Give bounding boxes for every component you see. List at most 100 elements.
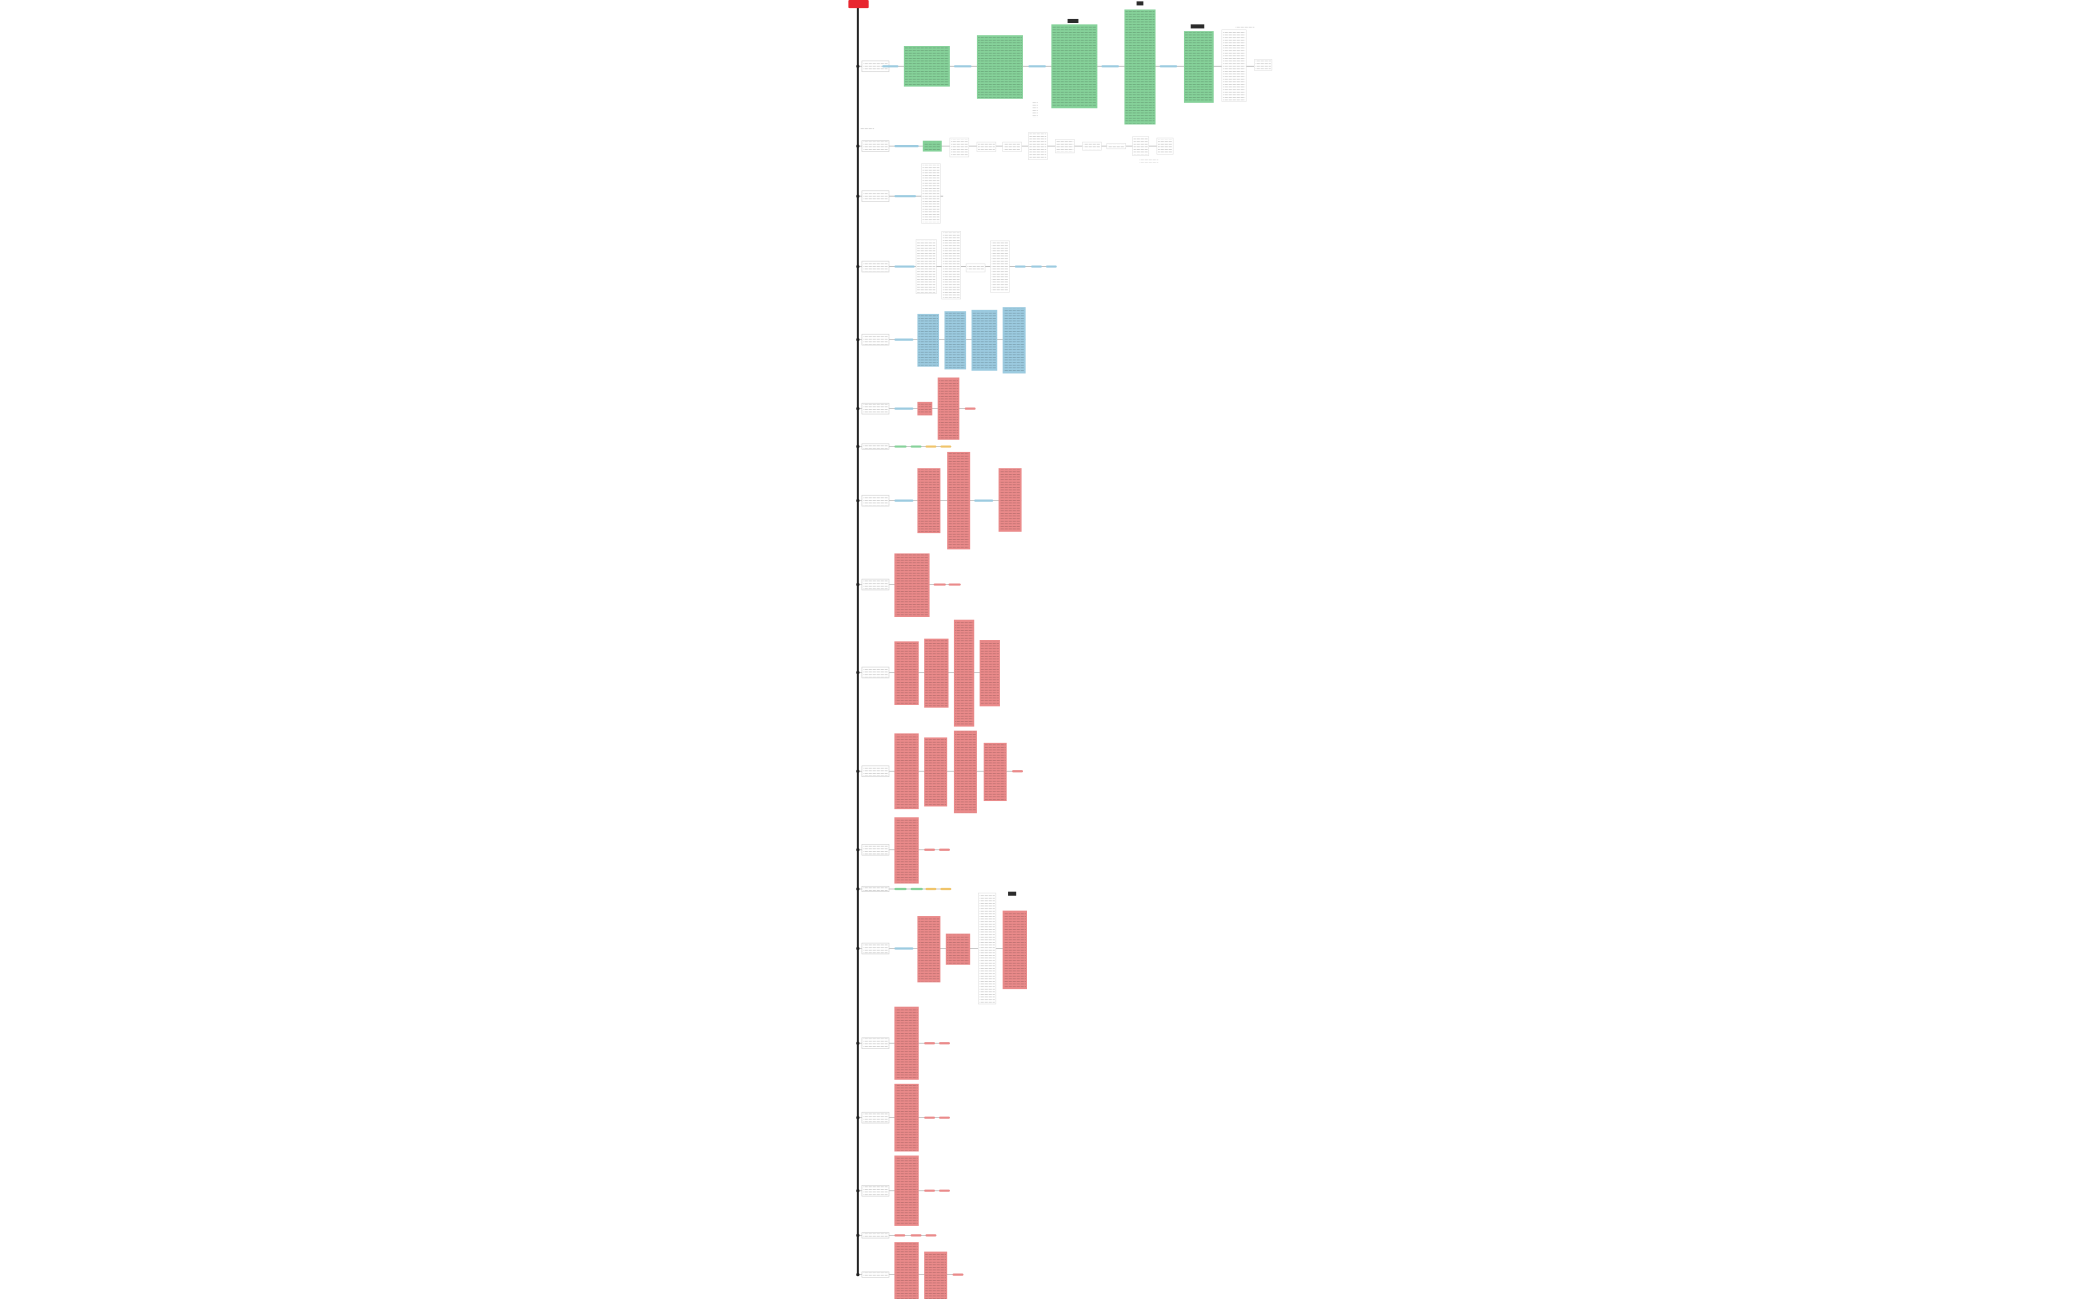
branch-label-text <box>863 1185 888 1196</box>
connector-node <box>1101 65 1120 68</box>
note-text <box>1032 101 1038 118</box>
content-node-text <box>978 36 1022 98</box>
branch-dot <box>856 338 860 342</box>
content-node <box>937 377 960 440</box>
branch-label <box>861 494 890 507</box>
content-node-text <box>923 141 941 151</box>
branch-label <box>861 1232 890 1239</box>
content-node <box>1002 141 1022 152</box>
connector-node <box>882 65 899 68</box>
branch-dot <box>856 407 860 411</box>
connector-node <box>1014 265 1026 268</box>
branch-label <box>861 140 890 152</box>
content-node-text <box>1107 144 1125 148</box>
content-node <box>894 1155 919 1226</box>
branch-dot <box>856 1189 860 1193</box>
content-node <box>917 916 941 983</box>
connector-node <box>939 1189 950 1192</box>
connector-node <box>974 499 994 502</box>
content-node <box>903 46 950 87</box>
branch-label <box>861 402 890 415</box>
content-node-text <box>925 738 947 806</box>
content-node-text <box>895 1007 918 1079</box>
content-node-text <box>918 402 932 415</box>
content-node <box>1183 31 1214 103</box>
content-node-text <box>925 1252 947 1299</box>
content-node-text <box>999 469 1021 531</box>
branch-label <box>861 1037 890 1049</box>
content-node-text <box>1052 25 1097 108</box>
content-node <box>917 468 941 534</box>
connector-node <box>933 583 946 586</box>
content-node-text <box>925 639 948 707</box>
branch-label <box>861 1111 890 1124</box>
content-node <box>894 641 919 705</box>
connector-node <box>924 1116 935 1119</box>
content-node <box>1156 137 1174 155</box>
connector-node <box>940 887 952 891</box>
branch-dot <box>856 582 860 587</box>
branch-label <box>861 1271 890 1278</box>
branch-label-text <box>863 845 888 855</box>
branch-label-text <box>863 1038 888 1048</box>
tag-label <box>1067 18 1079 24</box>
branch-label <box>861 260 890 273</box>
content-node-text <box>938 378 959 439</box>
connector-node <box>894 338 914 341</box>
connector-node <box>924 848 935 851</box>
branch-label-text <box>863 766 888 776</box>
content-node <box>949 137 970 158</box>
content-node-text <box>918 315 938 366</box>
content-node-text <box>895 818 918 883</box>
content-node <box>917 401 933 416</box>
note-text <box>1139 159 1159 163</box>
branch-dot <box>856 264 860 269</box>
branch-label <box>861 333 890 346</box>
caption <box>860 127 875 130</box>
connector-node <box>925 887 937 891</box>
connector-node <box>910 887 923 891</box>
connector-node <box>894 947 914 950</box>
content-node <box>953 619 975 727</box>
branch-label <box>861 578 890 591</box>
content-node-text <box>979 894 995 1003</box>
branch-dot <box>856 1116 860 1120</box>
connector-node <box>952 1273 964 1276</box>
content-node-text <box>1029 133 1047 159</box>
connector-node <box>1045 265 1057 268</box>
content-node-text <box>1083 143 1101 150</box>
connector-node <box>894 445 907 448</box>
content-node-text <box>946 934 970 964</box>
connector-node <box>953 65 972 68</box>
connector-node <box>1031 265 1042 268</box>
content-node-text <box>918 469 940 533</box>
branch-label-text <box>863 334 888 345</box>
connector-node <box>894 195 917 198</box>
connector-node <box>894 499 914 502</box>
branch-dot <box>856 1041 860 1045</box>
connector-node <box>894 145 919 148</box>
content-node-text <box>984 743 1006 800</box>
connector-node <box>894 1234 906 1237</box>
content-node-text <box>922 164 940 223</box>
branch-label <box>861 666 890 679</box>
content-node-text <box>918 917 940 982</box>
connector-node <box>924 1189 935 1192</box>
connector-node <box>894 887 907 891</box>
branch-label-text <box>863 444 888 449</box>
connector-node <box>924 1042 935 1045</box>
branch-label-text <box>863 261 888 272</box>
branch-label <box>861 844 890 856</box>
content-node-text <box>1255 60 1271 70</box>
content-node <box>976 35 1023 99</box>
content-node-text <box>978 143 995 151</box>
branch-label-text <box>863 667 888 678</box>
content-node <box>953 730 977 814</box>
content-node <box>947 451 971 550</box>
content-node <box>915 239 937 294</box>
branch-dot <box>856 499 860 503</box>
content-node <box>924 1251 948 1299</box>
content-node-text <box>1056 140 1074 152</box>
content-node-text <box>1125 10 1155 124</box>
